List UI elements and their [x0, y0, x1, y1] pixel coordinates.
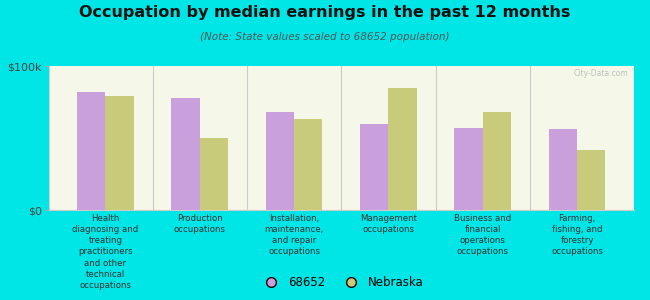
Bar	[483, 112, 511, 210]
Bar	[172, 98, 200, 210]
Legend: 68652, Nebraska: 68652, Nebraska	[255, 271, 428, 293]
Bar	[77, 92, 105, 210]
Bar	[549, 129, 577, 210]
Bar	[360, 124, 389, 210]
Text: (Note: State values scaled to 68652 population): (Note: State values scaled to 68652 popu…	[200, 32, 450, 41]
Bar	[266, 112, 294, 210]
Bar	[454, 128, 483, 210]
Bar	[294, 119, 322, 210]
Bar	[389, 88, 417, 210]
Bar	[200, 138, 228, 210]
Bar	[105, 96, 134, 210]
Text: Occupation by median earnings in the past 12 months: Occupation by median earnings in the pas…	[79, 4, 571, 20]
Bar	[577, 149, 605, 210]
Text: City-Data.com: City-Data.com	[573, 69, 628, 78]
